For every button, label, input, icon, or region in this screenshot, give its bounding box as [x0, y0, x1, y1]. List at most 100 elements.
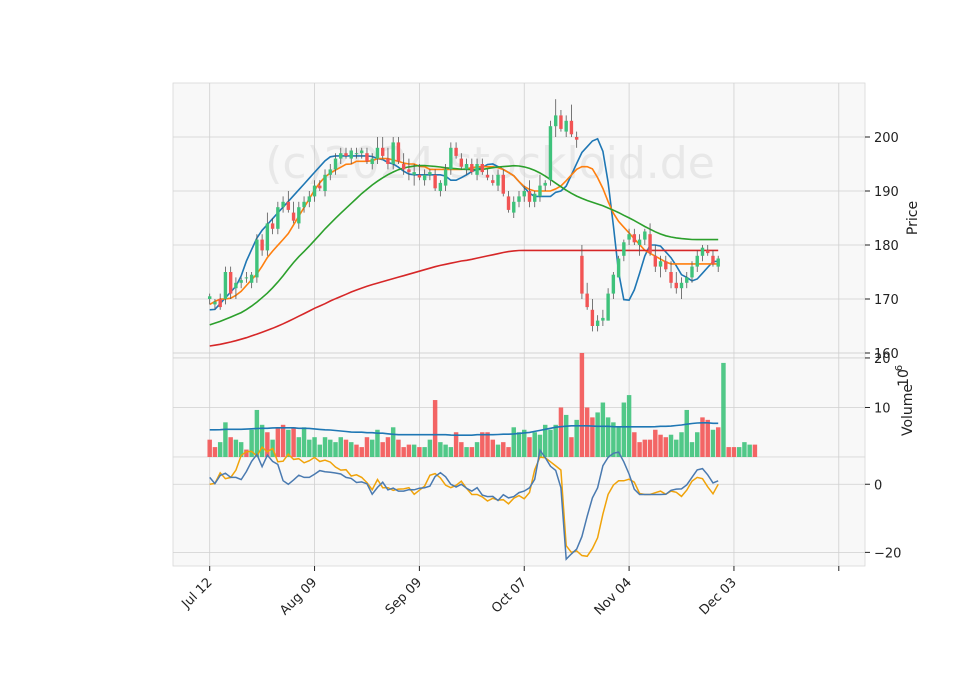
candle-body: [501, 174, 505, 194]
candle-body: [370, 158, 374, 164]
volume-bar: [616, 427, 621, 457]
candle-body: [700, 247, 705, 256]
volume-bar: [653, 429, 658, 457]
candle-body: [344, 153, 348, 156]
volume-bar: [432, 400, 438, 457]
volume-bar: [349, 442, 354, 457]
volume-bar: [485, 432, 490, 457]
volume-bar: [406, 444, 412, 457]
candle-body: [679, 282, 684, 289]
candle-body: [491, 180, 495, 183]
volume-bar: [747, 444, 752, 457]
candle-body: [653, 255, 658, 267]
volume-bar: [574, 419, 579, 457]
candle-body: [281, 201, 285, 208]
oscillator-line-osc_b: [209, 448, 719, 561]
candle-body: [349, 150, 353, 159]
candle-body: [433, 174, 437, 189]
oscillator-tick-label: −20: [874, 546, 901, 561]
volume-bar: [448, 447, 454, 457]
candle-body: [207, 296, 212, 299]
candle-body: [564, 120, 568, 132]
volume-bar: [296, 437, 302, 457]
volume-bar: [537, 434, 543, 457]
volume-bar: [249, 429, 254, 457]
volume-bar: [658, 434, 663, 457]
volume-bar: [322, 437, 328, 457]
volume-bar: [511, 427, 516, 457]
ma-line-ma_slow: [209, 164, 719, 326]
volume-bar: [705, 419, 710, 457]
candle-body: [276, 207, 280, 229]
candle-body: [417, 174, 422, 178]
volume-bar: [375, 429, 380, 457]
volume-bar: [532, 432, 537, 457]
candle-body: [470, 164, 474, 173]
ma-line-ma_200: [209, 249, 719, 347]
volume-bar: [684, 409, 689, 457]
candle-body: [632, 234, 637, 243]
candle-body: [302, 201, 306, 208]
volume-axis-exponent-power: 6: [894, 365, 905, 371]
candle-body: [480, 164, 485, 173]
candle-body: [590, 309, 595, 326]
price-panel: [172, 82, 866, 354]
volume-bar: [637, 442, 642, 457]
volume-bar: [459, 442, 464, 457]
x-tick-label: Oct 07: [489, 575, 530, 616]
volume-bar: [490, 439, 496, 457]
volume-bar: [443, 444, 448, 457]
candle-body: [580, 255, 584, 294]
volume-bar: [731, 447, 737, 457]
x-tick-label: Jul 12: [179, 575, 216, 612]
candle-body: [522, 191, 526, 197]
candle-body: [449, 147, 453, 170]
volume-bar: [438, 442, 443, 457]
candle-body: [422, 174, 427, 181]
volume-bar: [453, 432, 459, 457]
candle-body: [223, 272, 228, 299]
candle-body: [685, 277, 689, 283]
candle-body: [517, 196, 521, 202]
volume-bar: [238, 442, 244, 457]
volume-axis-label: Volume: [900, 384, 916, 436]
candle-body: [239, 280, 243, 283]
volume-bar: [689, 442, 695, 457]
volume-bar: [674, 439, 679, 457]
candle-body: [333, 158, 338, 170]
volume-bar: [390, 427, 396, 457]
candle-body: [354, 153, 359, 155]
candle-body: [265, 223, 270, 251]
candle-body: [375, 147, 380, 159]
candle-body: [569, 120, 574, 135]
candle-body: [286, 201, 291, 210]
candle-body: [401, 164, 406, 170]
candle-body: [270, 223, 275, 229]
volume-bar: [553, 424, 558, 457]
volume-bar: [343, 439, 349, 457]
candle-body: [244, 277, 249, 279]
volume-bar: [411, 444, 417, 457]
candle-body: [485, 174, 490, 178]
candle-body: [595, 320, 600, 326]
candle-body: [716, 258, 720, 267]
candle-body: [360, 150, 364, 154]
volume-tick-label: 20: [874, 352, 891, 367]
volume-bar: [338, 437, 343, 457]
price-tick-label: 160: [874, 347, 899, 362]
candle-body: [312, 185, 317, 197]
candle-body: [643, 231, 647, 240]
price-tick-label: 170: [874, 293, 899, 308]
price-axis-label: Price: [905, 201, 921, 235]
candle-body: [669, 272, 673, 283]
price-tick-label: 180: [874, 239, 899, 254]
candle-body: [527, 191, 532, 202]
volume-bar: [516, 432, 522, 457]
candle-body: [428, 172, 432, 175]
candle-body: [637, 239, 642, 245]
candle-body: [291, 212, 296, 221]
candle-body: [533, 193, 537, 202]
candle-body: [339, 153, 343, 159]
volume-bar: [527, 437, 532, 457]
